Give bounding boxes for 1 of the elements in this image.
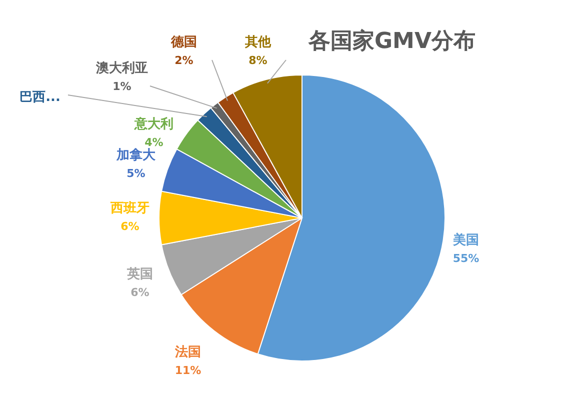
title: 各国家GMV分布 bbox=[308, 29, 476, 54]
